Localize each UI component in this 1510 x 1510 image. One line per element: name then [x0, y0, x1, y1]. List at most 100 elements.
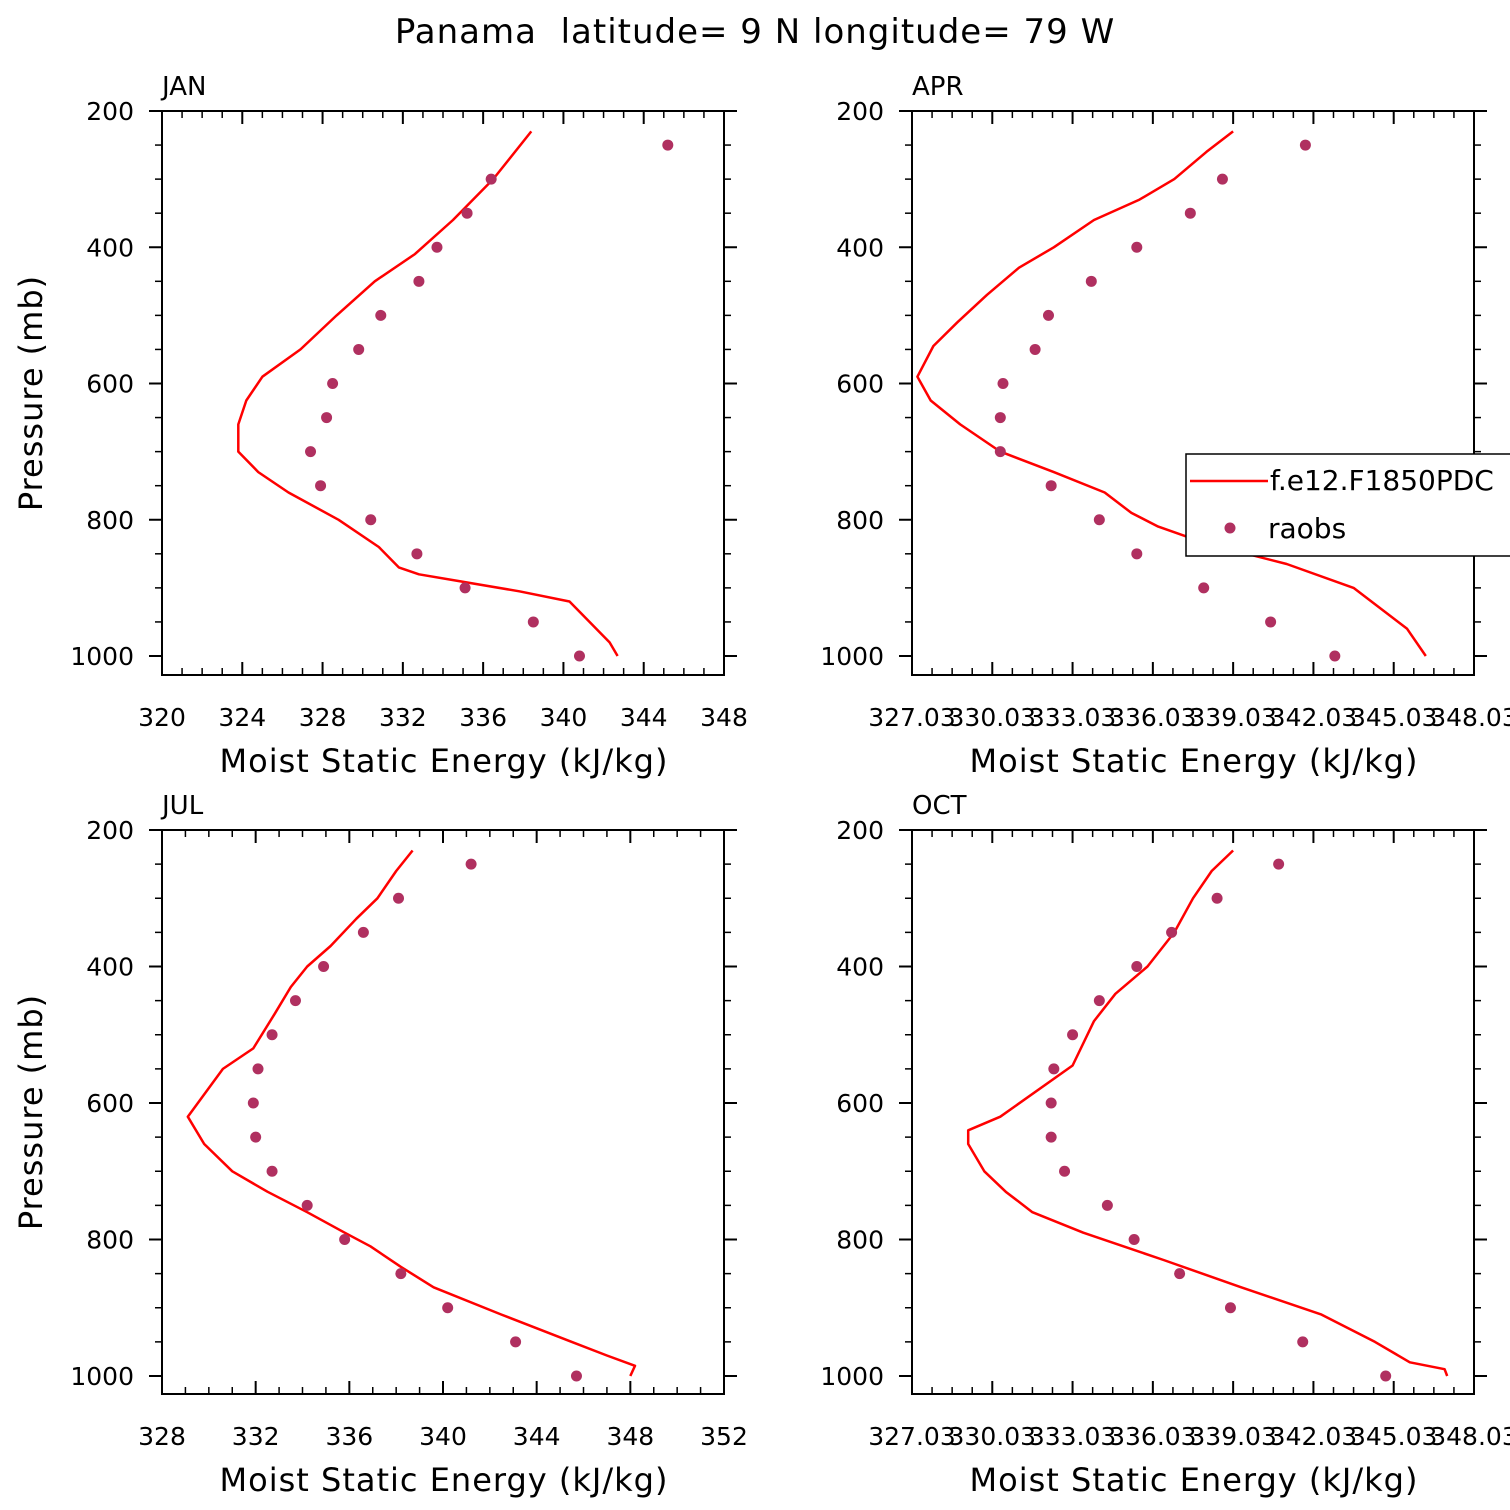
series-point-raobs: [1045, 1097, 1057, 1109]
x-tick-label: 327.03: [868, 703, 955, 732]
x-tick-label: 328: [299, 703, 347, 732]
plot-frame: [911, 829, 1475, 1395]
series-point-raobs: [1380, 1370, 1392, 1382]
series-point-raobs: [357, 926, 369, 938]
y-tick-label: 600: [836, 1089, 884, 1118]
series-point-raobs: [1029, 343, 1041, 355]
series-point-raobs: [315, 480, 327, 492]
series-point-raobs: [1166, 926, 1178, 938]
series-point-raobs: [1224, 1302, 1236, 1314]
series-point-raobs: [662, 139, 674, 151]
y-axis-label: Pressure (mb): [12, 994, 50, 1230]
series-point-raobs: [411, 548, 423, 560]
y-tick-label: 1000: [820, 642, 884, 671]
x-tick-label: 332: [232, 1422, 280, 1451]
x-axis-label: Moist Static Energy (kJ/kg): [970, 742, 1419, 780]
series-point-raobs: [1042, 309, 1054, 321]
legend-marker-swatch: [1224, 522, 1236, 534]
y-tick-label: 200: [836, 816, 884, 845]
series-point-raobs: [353, 343, 365, 355]
x-tick-label: 330.03: [949, 1422, 1036, 1451]
panel-jan: JAN 320 324 328 332 336 340 344 348 200 400 600 800 1…: [12, 72, 748, 780]
x-tick-label: 333.03: [1029, 1422, 1116, 1451]
x-tick-label: 340: [540, 703, 588, 732]
y-tick-label: 1000: [70, 1362, 134, 1391]
x-tick-label: 345.03: [1350, 1422, 1437, 1451]
series-line-model: [916, 130, 1427, 657]
series-point-raobs: [413, 275, 425, 287]
x-tick-label: 352: [700, 1422, 748, 1451]
series-point-raobs: [250, 1131, 262, 1143]
series-point-raobs: [994, 446, 1006, 458]
series-point-raobs: [1131, 548, 1143, 560]
y-tick-label: 600: [86, 370, 134, 399]
x-tick-label: 332: [379, 703, 427, 732]
panel-oct: OCT327.03330.03333.03336.03339.03342.033…: [820, 791, 1510, 1499]
series-point-raobs: [573, 650, 585, 662]
series-point-raobs: [375, 309, 387, 321]
series-point-raobs: [1329, 650, 1341, 662]
series-point-raobs: [994, 412, 1006, 424]
x-axis-label: Moist Static Energy (kJ/kg): [220, 1461, 669, 1499]
x-tick-label: 348.03: [1430, 1422, 1510, 1451]
series-point-raobs: [1131, 241, 1143, 253]
series-point-raobs: [1131, 961, 1143, 972]
series-point-raobs: [1101, 1199, 1113, 1211]
series-point-raobs: [1059, 1165, 1071, 1177]
y-tick-label: 800: [836, 506, 884, 535]
legend-label-raobs: raobs: [1268, 512, 1346, 545]
y-tick-label: 600: [86, 1089, 134, 1118]
series-point-raobs: [1174, 1268, 1186, 1280]
y-tick-label: 800: [836, 1226, 884, 1255]
series-point-raobs: [1211, 892, 1223, 904]
series-point-raobs: [1093, 995, 1105, 1007]
series-point-raobs: [1265, 616, 1277, 628]
series-point-raobs: [1045, 1131, 1057, 1143]
y-tick-label: 800: [86, 1226, 134, 1255]
series-point-raobs: [1085, 275, 1097, 287]
x-tick-label: 348: [606, 1422, 654, 1451]
plot-frame: [911, 110, 1475, 676]
series-point-raobs: [266, 1029, 278, 1041]
series-point-raobs: [1045, 480, 1057, 492]
x-axis-label: Moist Static Energy (kJ/kg): [970, 1461, 1419, 1499]
series-point-raobs: [301, 1199, 313, 1211]
series-point-raobs: [527, 616, 539, 628]
series-point-raobs: [431, 241, 443, 253]
x-tick-label: 336: [325, 1422, 373, 1451]
x-tick-label: 339.03: [1189, 1422, 1276, 1451]
x-tick-label: 339.03: [1189, 703, 1276, 732]
series-point-raobs: [1299, 139, 1311, 151]
series-point-raobs: [1048, 1063, 1060, 1075]
x-tick-label: 336: [459, 703, 507, 732]
y-tick-label: 200: [836, 97, 884, 126]
x-tick-label: 324: [218, 703, 266, 732]
x-tick-label: 344: [620, 703, 668, 732]
y-tick-label: 400: [86, 953, 134, 982]
series-point-raobs: [252, 1063, 264, 1075]
series-point-raobs: [266, 1165, 278, 1177]
y-axis-label: Pressure (mb): [12, 275, 50, 511]
y-tick-label: 1000: [70, 642, 134, 671]
y-tick-label: 400: [836, 953, 884, 982]
series-point-raobs: [327, 378, 339, 389]
x-tick-label: 345.03: [1350, 703, 1437, 732]
series-point-raobs: [570, 1370, 582, 1382]
series-point-raobs: [289, 995, 301, 1007]
series-point-raobs: [1067, 1029, 1079, 1041]
series-point-raobs: [1198, 582, 1210, 594]
series-point-raobs: [247, 1097, 259, 1109]
series-point-raobs: [1297, 1336, 1309, 1348]
legend: f.e12.F1850PDC raobs: [1185, 453, 1510, 557]
series-point-raobs: [339, 1234, 351, 1245]
panel-title: JUL: [160, 791, 204, 821]
panel-title: OCT: [912, 791, 967, 821]
series-line-model: [237, 130, 619, 657]
x-tick-label: 336.03: [1109, 1422, 1196, 1451]
legend-box: [1185, 453, 1510, 557]
x-tick-label: 330.03: [949, 703, 1036, 732]
series-point-raobs: [465, 858, 477, 870]
legend-label-model: f.e12.F1850PDC: [1270, 464, 1494, 497]
x-axis-label: Moist Static Energy (kJ/kg): [220, 742, 669, 780]
series-point-raobs: [1216, 173, 1228, 185]
